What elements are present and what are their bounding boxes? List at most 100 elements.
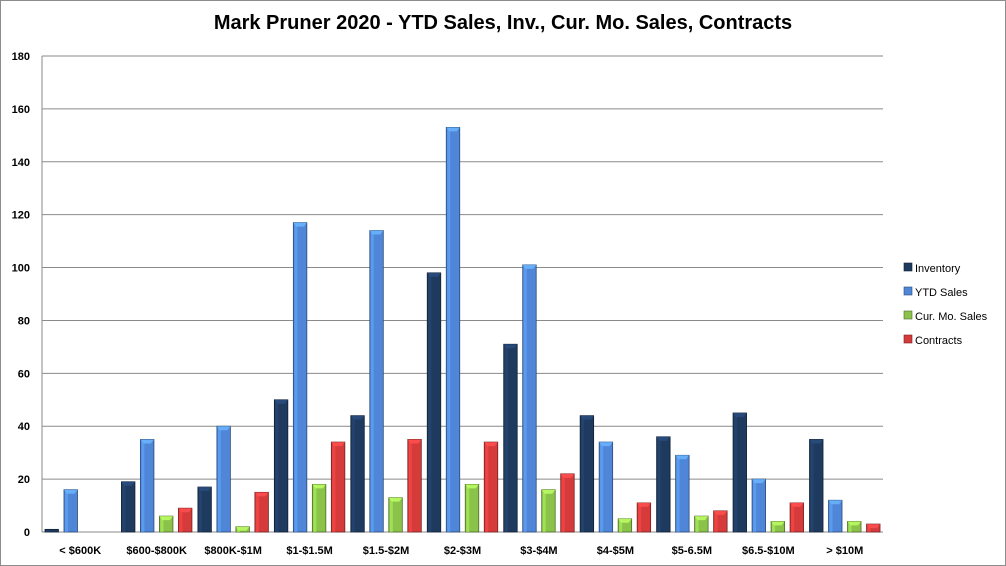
y-tick-label: 180 (12, 51, 30, 63)
bar-bevel (752, 479, 766, 484)
bar-highlight (485, 443, 489, 532)
bar-highlight (428, 273, 432, 532)
bar-highlight (45, 530, 49, 532)
bar-bevel (331, 442, 345, 447)
bar-bevel (637, 502, 651, 507)
legend-swatch (903, 310, 913, 320)
bar-bevel (713, 510, 728, 515)
x-tick-label: > $10M (826, 545, 863, 557)
bar-bevel (522, 264, 537, 269)
bar-bevel (828, 500, 843, 505)
x-axis: < $600K $600-$800K $800K-$1M $1-$1.5M $1.5-$… (59, 545, 863, 557)
bar-bevel (809, 439, 824, 444)
bar-highlight (791, 503, 795, 532)
bar (44, 528, 59, 533)
y-tick-label: 40 (18, 421, 30, 433)
bar-highlight (561, 474, 565, 532)
bar-bevel (293, 222, 307, 227)
bar-bevel (140, 439, 154, 444)
bar-highlight (447, 128, 451, 532)
bar-bevel (484, 442, 498, 447)
bar-bevel (694, 516, 709, 521)
x-tick-label: $1.5-$2M (363, 545, 409, 557)
bar-bevel (216, 426, 231, 431)
bar-highlight (275, 400, 279, 532)
bar-highlight (638, 503, 642, 532)
bar-highlight (829, 501, 833, 532)
x-tick-label: $3-$4M (520, 545, 557, 557)
bar-highlight (753, 480, 757, 532)
bar-bevel (675, 455, 690, 460)
bar-bevel (312, 484, 326, 489)
bar-bevel (866, 524, 881, 529)
bar-highlight (160, 517, 164, 532)
chart-title: Mark Pruner 2020 - YTD Sales, Inv., Cur.… (213, 12, 793, 34)
x-tick-label: < $600K (59, 545, 101, 557)
legend-label: Cur. Mo. Sales (915, 311, 988, 323)
bar-bevel (465, 484, 479, 489)
bar-bevel (159, 516, 173, 521)
bar-bevel (63, 489, 78, 494)
bar-highlight (332, 443, 336, 532)
bar-highlight (676, 456, 680, 532)
bar-highlight (542, 490, 546, 532)
y-tick-label: 80 (18, 315, 30, 327)
bar-highlight (217, 427, 221, 532)
legend-label: YTD Sales (915, 287, 968, 299)
bar-highlight (848, 522, 852, 532)
bar-bevel (369, 230, 384, 235)
x-tick-label: $1-$1.5M (286, 545, 332, 557)
legend-label: Inventory (915, 263, 961, 275)
bar-highlight (695, 517, 699, 532)
legend-swatch (903, 286, 913, 296)
bar-bevel (446, 127, 460, 132)
y-tick-label: 120 (12, 210, 30, 222)
bar-highlight (619, 519, 623, 532)
bar-bevel (541, 489, 556, 494)
bar-bevel (235, 526, 250, 531)
bar-bevel (771, 521, 785, 526)
gridlines (42, 55, 883, 533)
bar-highlight (179, 509, 183, 532)
bar-bevel (254, 492, 269, 497)
x-tick-label: $5-6.5M (672, 545, 712, 557)
y-tick-label: 160 (12, 104, 30, 116)
x-tick-label: $4-$5M (597, 545, 634, 557)
bar-bevel (847, 521, 862, 526)
bar-bevel (178, 508, 192, 513)
bar-highlight (313, 485, 317, 532)
bar-highlight (351, 416, 355, 532)
bar-highlight (141, 440, 145, 532)
bar-highlight (294, 223, 298, 532)
bar-bevel (407, 439, 422, 444)
x-tick-label: $2-$3M (444, 545, 481, 557)
bar-bevel (388, 497, 403, 502)
bar-highlight (714, 511, 718, 532)
bar-bevel (427, 272, 441, 277)
bar-highlight (466, 485, 470, 532)
bar-bevel (580, 415, 594, 420)
bar-highlight (408, 440, 412, 532)
y-tick-label: 140 (12, 157, 30, 169)
x-tick-label: $600-$800K (126, 545, 187, 557)
bar-highlight (581, 416, 585, 532)
bar-bevel (121, 481, 135, 486)
bar-bevel (599, 442, 613, 447)
bar-highlight (64, 490, 68, 532)
legend-label: Contracts (915, 335, 963, 347)
bar-highlight (504, 345, 508, 532)
bar-highlight (389, 498, 393, 532)
bar-highlight (657, 437, 661, 532)
bars (44, 127, 881, 533)
bar-highlight (122, 482, 126, 532)
x-tick-label: $6.5-$10M (742, 545, 795, 557)
legend-swatch (903, 334, 913, 344)
bar-bevel (733, 413, 747, 417)
x-tick-label: $800K-$1M (204, 545, 261, 557)
y-tick-label: 0 (24, 527, 30, 539)
bar-highlight (370, 231, 374, 533)
y-tick-label: 60 (18, 368, 30, 380)
bar-highlight (734, 414, 738, 532)
bar-bevel (503, 344, 518, 349)
bar-highlight (255, 493, 259, 532)
